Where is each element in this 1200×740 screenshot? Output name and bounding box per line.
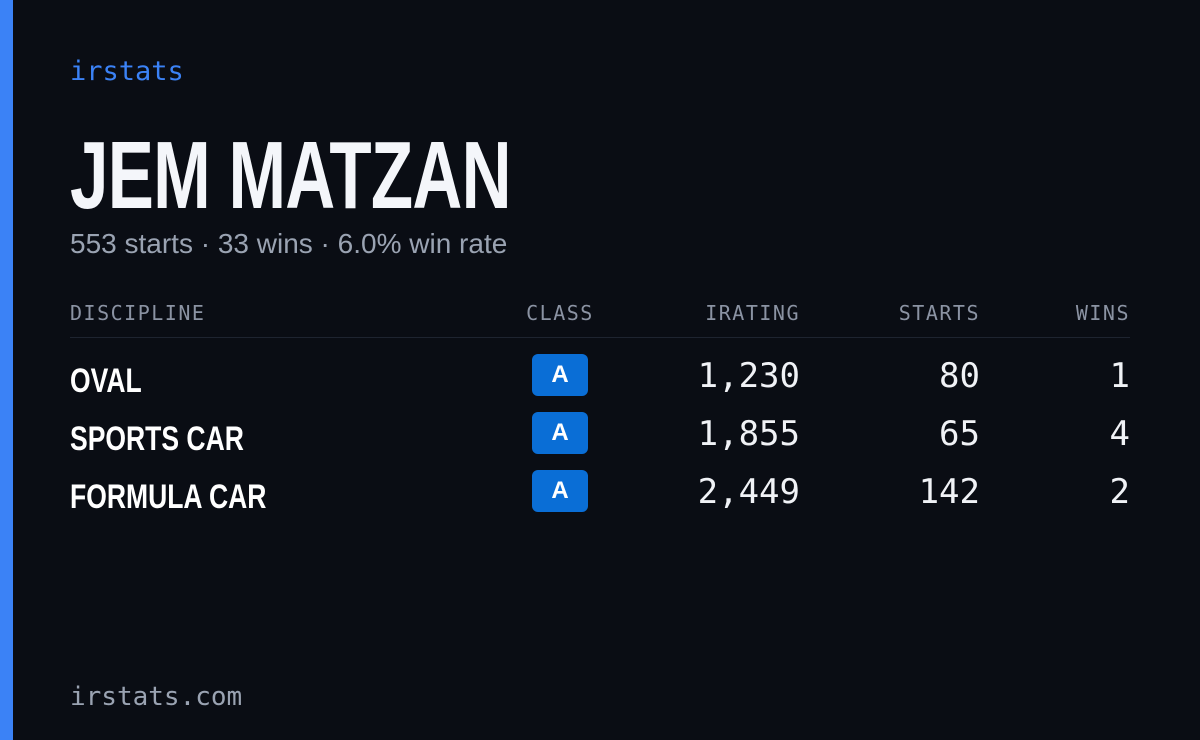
- discipline: FORMULA CAR: [70, 478, 267, 516]
- class-badge: A: [532, 470, 588, 512]
- starts: 142: [918, 472, 980, 512]
- column-header: DISCIPLINE: [70, 301, 206, 325]
- header-rule: [70, 337, 1130, 338]
- driver-name: JEM MATZAN: [70, 122, 511, 229]
- driver-summary: 553 starts · 33 wins · 6.0% win rate: [70, 228, 508, 259]
- column-header: STARTS: [898, 301, 980, 325]
- starts: 65: [939, 414, 980, 454]
- class-badge: A: [532, 412, 588, 454]
- wins: 2: [1109, 472, 1130, 512]
- starts: 80: [939, 356, 980, 396]
- wins: 4: [1109, 414, 1130, 454]
- discipline: OVAL: [70, 362, 142, 400]
- class-badge: A: [532, 354, 588, 396]
- irating: 1,855: [697, 414, 800, 454]
- brand: irstats: [70, 56, 184, 87]
- column-header: CLASS: [526, 301, 594, 325]
- irating: 2,449: [697, 472, 800, 512]
- discipline: SPORTS CAR: [70, 420, 244, 458]
- wins: 1: [1109, 356, 1130, 396]
- column-header: IRATING: [705, 301, 800, 325]
- footer: irstats.com: [70, 682, 243, 712]
- irating: 1,230: [697, 356, 800, 396]
- column-header: WINS: [1075, 301, 1130, 325]
- accent-bar: [0, 0, 13, 740]
